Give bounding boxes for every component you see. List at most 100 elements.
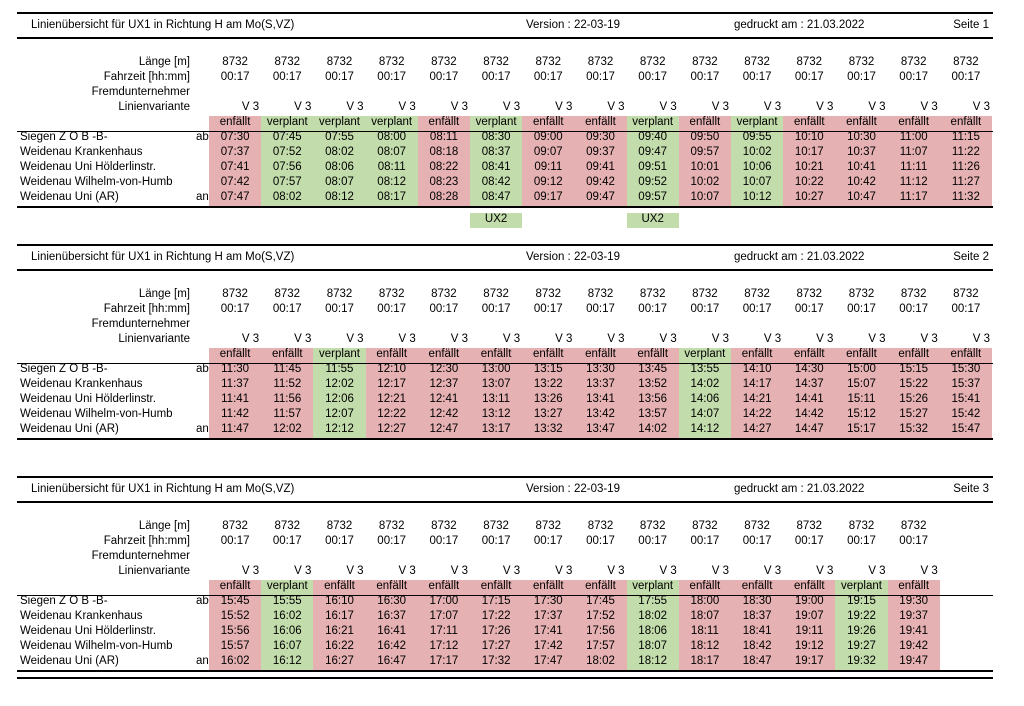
trip-variant: V 3 — [294, 565, 312, 577]
trip-variant: V 3 — [659, 565, 677, 577]
departure-time: 16:02 — [272, 610, 302, 622]
trip-length: 8732 — [744, 56, 770, 68]
departure-time: 19:11 — [795, 625, 824, 637]
departure-time: 15:37 — [951, 378, 981, 390]
trip-variant: V 3 — [502, 565, 521, 577]
stop-name: Weidenau Krankenhaus — [20, 610, 143, 622]
length-label: Länge [m] — [138, 56, 190, 68]
departure-time: 13:52 — [638, 378, 668, 390]
departure-time: 12:17 — [377, 378, 407, 390]
departure-time: 16:37 — [377, 610, 407, 622]
trip-length: 8732 — [274, 520, 301, 532]
departure-time: 11:55 — [325, 363, 354, 375]
trip-status: enfällt — [480, 348, 512, 360]
trip-length: 8732 — [587, 288, 614, 300]
contractor-label: Fremdunternehmer — [91, 318, 190, 330]
trip-variant: V 3 — [294, 101, 312, 113]
trip-duration: 00:17 — [586, 303, 615, 315]
departure-time: 11:56 — [273, 393, 302, 405]
stop-name: Siegen Z O B -B- — [20, 131, 108, 143]
trip-variant: V 3 — [816, 333, 834, 345]
departure-time: 18:37 — [742, 610, 772, 622]
trip-length: 8732 — [692, 288, 718, 300]
timetable-page: Linienübersicht für UX1 in Richtung H am… — [0, 476, 1024, 691]
trip-status: enfällt — [898, 348, 930, 360]
departure-time: 14:30 — [794, 363, 824, 375]
departure-time: 17:37 — [533, 610, 563, 622]
departure-time: 13:07 — [481, 378, 511, 390]
departure-time: 16:17 — [325, 610, 354, 622]
departure-time: 12:42 — [429, 408, 459, 420]
trip-variant: V 3 — [502, 101, 521, 113]
departure-time: 11:32 — [951, 191, 980, 203]
trip-length: 8732 — [900, 56, 927, 68]
departure-time: 09:17 — [533, 191, 563, 203]
departure-time: 19:15 — [847, 595, 876, 607]
departure-time: 13:15 — [533, 363, 563, 375]
departure-time: 08:07 — [377, 146, 407, 158]
trip-variant: V 3 — [450, 565, 468, 577]
departure-time: 12:02 — [272, 423, 302, 435]
departure-time: 19:22 — [847, 610, 876, 622]
trip-variant: V 3 — [346, 101, 364, 113]
departure-time: 10:21 — [794, 161, 824, 173]
departure-time: 09:50 — [690, 131, 720, 143]
departure-time: 18:02 — [638, 610, 668, 622]
departure-time: 14:12 — [690, 423, 720, 435]
page-title: Linienübersicht für UX1 in Richtung H am… — [31, 19, 295, 31]
departure-time: 18:12 — [690, 640, 720, 652]
departure-time: 16:30 — [377, 595, 407, 607]
departure-time: 16:47 — [377, 655, 407, 667]
trip-variant: V 3 — [502, 333, 521, 345]
departure-time: 14:47 — [794, 423, 824, 435]
trip-status: enfällt — [898, 580, 930, 592]
trip-duration: 00:17 — [899, 71, 929, 83]
trip-length: 8732 — [483, 520, 509, 532]
departure-time: 11:41 — [221, 393, 250, 405]
departure-time: 08:28 — [429, 191, 459, 203]
timetable-page: Linienübersicht für UX1 in Richtung H am… — [0, 244, 1024, 459]
trip-duration: 00:17 — [533, 303, 563, 315]
departure-time: 13:47 — [586, 423, 615, 435]
departure-time: 14:42 — [794, 408, 824, 420]
departure-time: 12:37 — [429, 378, 459, 390]
trip-duration: 00:17 — [847, 303, 876, 315]
departure-time: 18:02 — [586, 655, 615, 667]
departure-time: 16:12 — [272, 655, 302, 667]
departure-time: 18:07 — [690, 610, 720, 622]
table-separator — [17, 363, 993, 364]
trip-duration: 00:17 — [272, 71, 302, 83]
departure-time: 10:10 — [794, 131, 824, 143]
departure-time: 18:30 — [742, 595, 772, 607]
trip-length: 8732 — [848, 288, 875, 300]
trip-duration: 00:17 — [690, 535, 720, 547]
trip-status: verplant — [266, 580, 308, 592]
departure-time: 15:32 — [899, 423, 929, 435]
departure-time: 15:22 — [899, 378, 929, 390]
departure-time: 09:12 — [533, 176, 563, 188]
departure-time: 15:27 — [899, 408, 929, 420]
departure-time: 19:32 — [847, 655, 876, 667]
trip-status: enfällt — [793, 116, 825, 128]
departure-time: 19:17 — [794, 655, 824, 667]
route-note-badge: UX2 — [626, 213, 679, 228]
departure-time: 07:42 — [220, 176, 250, 188]
departure-time: 07:55 — [325, 131, 354, 143]
departure-time: 16:27 — [325, 655, 354, 667]
page-title: Linienübersicht für UX1 in Richtung H am… — [31, 251, 295, 263]
departure-time: 17:17 — [429, 655, 459, 667]
trip-status: enfällt — [219, 580, 251, 592]
stop-marker: ab — [196, 363, 209, 375]
departure-time: 13:55 — [690, 363, 720, 375]
departure-time: 19:26 — [847, 625, 876, 637]
departure-time: 08:12 — [377, 176, 407, 188]
departure-time: 17:26 — [481, 625, 511, 637]
departure-time: 07:56 — [272, 161, 302, 173]
trip-status: enfällt — [219, 116, 251, 128]
table-bottom-rule — [17, 438, 993, 440]
trip-length: 8732 — [222, 520, 248, 532]
trip-variant: V 3 — [607, 565, 625, 577]
trip-status: enfällt — [376, 580, 408, 592]
departure-time: 15:12 — [847, 408, 876, 420]
trip-status: enfällt — [741, 348, 773, 360]
